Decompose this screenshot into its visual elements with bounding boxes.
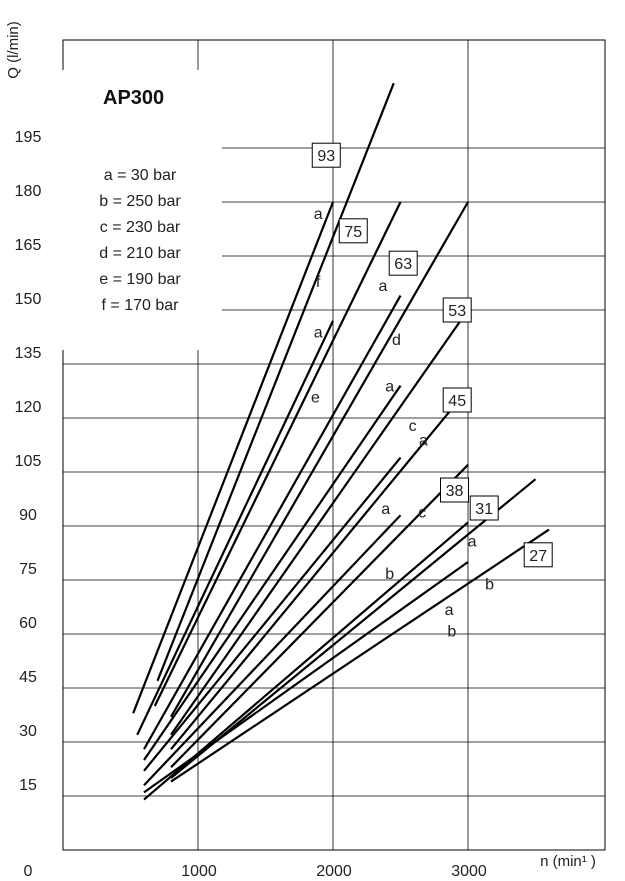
model-tag: 38: [446, 483, 464, 500]
series-line-31-a: [170, 478, 537, 779]
y-tick-label: 165: [15, 237, 42, 254]
y-tick-label: 135: [15, 345, 42, 362]
legend: a = 30 bar b = 250 bar c = 230 bar d = 210 …: [99, 167, 181, 314]
legend-entry: b = 250 bar: [99, 193, 181, 210]
curve-label: a: [468, 533, 477, 550]
y-tick-label: 0: [24, 863, 33, 880]
y-tick-label: 75: [19, 561, 37, 578]
curve-label: c: [418, 505, 426, 522]
curve-label: c: [409, 418, 417, 435]
chart-title: AP300: [103, 87, 164, 109]
model-tag-box: [311, 142, 341, 168]
curve-label: a: [385, 379, 394, 396]
curve-label: a: [381, 501, 390, 518]
curve-label: b: [385, 566, 394, 583]
series-line-53-a: [170, 309, 469, 736]
model-tag: 75: [344, 224, 362, 241]
legend-entry: a = 30 bar: [104, 167, 177, 184]
curve-label: b: [485, 577, 494, 594]
y-axis-label: Q (l/min): [5, 21, 22, 79]
curve-label: e: [311, 389, 320, 406]
x-tick-label: 1000: [181, 863, 217, 880]
y-tick-label: 45: [19, 669, 37, 686]
y-tick-label: 180: [15, 183, 42, 200]
model-tag: 31: [475, 501, 493, 518]
model-tag-box: [523, 542, 553, 568]
legend-entry: d = 210 bar: [99, 245, 181, 262]
model-tag: 27: [529, 548, 547, 565]
curve-label: a: [445, 602, 454, 619]
model-tag-box: [442, 297, 472, 323]
curve-label: d: [392, 332, 401, 349]
series-line-45-c: [143, 456, 402, 772]
series-line-27-a: [170, 528, 550, 783]
model-tag-box: [469, 495, 499, 521]
y-tick-label: 105: [15, 453, 42, 470]
legend-entry: c = 230 bar: [100, 219, 181, 236]
curve-label: f: [316, 274, 321, 291]
legend-entry: f = 170 bar: [102, 297, 180, 314]
curve-label: a: [314, 325, 323, 342]
series-line-75-a: [153, 201, 402, 707]
series-line-63-d: [143, 295, 402, 750]
model-tag: 45: [448, 393, 466, 410]
y-tick-label: 15: [19, 777, 37, 794]
y-tick-label: 120: [15, 399, 42, 416]
plot-frame: [62, 39, 606, 851]
model-tag: 53: [448, 303, 466, 320]
series-line-93-f: [132, 201, 335, 714]
y-tick-label: 195: [15, 129, 42, 146]
model-tag-box: [338, 218, 368, 244]
x-tick-label: 2000: [316, 863, 352, 880]
curve-label: a: [419, 433, 428, 450]
series-line-93-a: [156, 82, 395, 682]
y-tick-label: 60: [19, 615, 37, 632]
model-tag-box: [442, 387, 472, 413]
series-line-45-a: [170, 388, 469, 750]
series-line-75-e: [136, 320, 334, 736]
legend-panel: [62, 70, 222, 350]
model-tag: 93: [317, 148, 335, 165]
curve-label: a: [314, 206, 323, 223]
model-tag: 63: [394, 256, 412, 273]
legend-entry: e = 190 bar: [99, 271, 181, 288]
series-line-27-b: [143, 521, 469, 801]
series-line-38-b: [143, 514, 402, 786]
series-line-53-c: [143, 384, 402, 761]
y-tick-label: 30: [19, 723, 37, 740]
model-tag-box: [440, 477, 469, 503]
series-line-38-a: [170, 464, 469, 768]
x-axis-label: n (min¹ ): [540, 853, 596, 870]
y-tick-label: 90: [19, 507, 37, 524]
curve-label: b: [447, 623, 456, 640]
x-tick-label: 3000: [451, 863, 487, 880]
model-tag-box: [388, 250, 418, 276]
curve-label: a: [378, 278, 387, 295]
y-tick-label: 150: [15, 291, 42, 308]
series-line-63-a: [170, 201, 469, 718]
